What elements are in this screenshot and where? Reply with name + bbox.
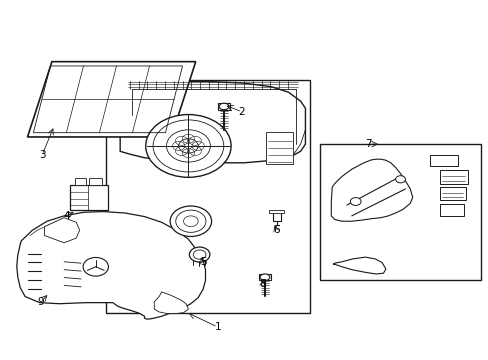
- Bar: [439, 170, 467, 184]
- Bar: [272, 211, 280, 221]
- Text: 1: 1: [214, 322, 221, 332]
- Bar: [268, 210, 284, 213]
- Ellipse shape: [219, 103, 228, 110]
- Ellipse shape: [349, 198, 360, 206]
- Polygon shape: [44, 218, 80, 243]
- Polygon shape: [154, 292, 188, 314]
- Ellipse shape: [170, 206, 211, 237]
- Bar: [258, 274, 271, 280]
- Bar: [75, 178, 85, 185]
- Bar: [439, 204, 463, 216]
- Text: 4: 4: [63, 211, 70, 221]
- Bar: [218, 103, 229, 110]
- Text: 8: 8: [259, 279, 266, 289]
- Ellipse shape: [260, 274, 269, 280]
- Polygon shape: [120, 81, 305, 163]
- Polygon shape: [330, 159, 412, 221]
- Bar: [70, 185, 108, 211]
- Bar: [105, 80, 310, 313]
- Text: 2: 2: [238, 107, 245, 117]
- Ellipse shape: [395, 176, 405, 183]
- Ellipse shape: [178, 139, 198, 153]
- Text: 3: 3: [39, 150, 45, 160]
- Text: 9: 9: [37, 297, 44, 307]
- Bar: [266, 132, 293, 164]
- Polygon shape: [27, 62, 195, 137]
- Ellipse shape: [189, 247, 209, 262]
- Ellipse shape: [83, 257, 108, 276]
- Polygon shape: [332, 257, 385, 274]
- Bar: [89, 178, 102, 185]
- Text: 7: 7: [365, 139, 371, 149]
- Polygon shape: [17, 212, 205, 319]
- Text: 5: 5: [199, 257, 206, 267]
- Bar: [439, 187, 466, 200]
- Ellipse shape: [145, 114, 231, 177]
- Text: 6: 6: [272, 225, 279, 235]
- Bar: [429, 155, 457, 166]
- Bar: [320, 144, 480, 280]
